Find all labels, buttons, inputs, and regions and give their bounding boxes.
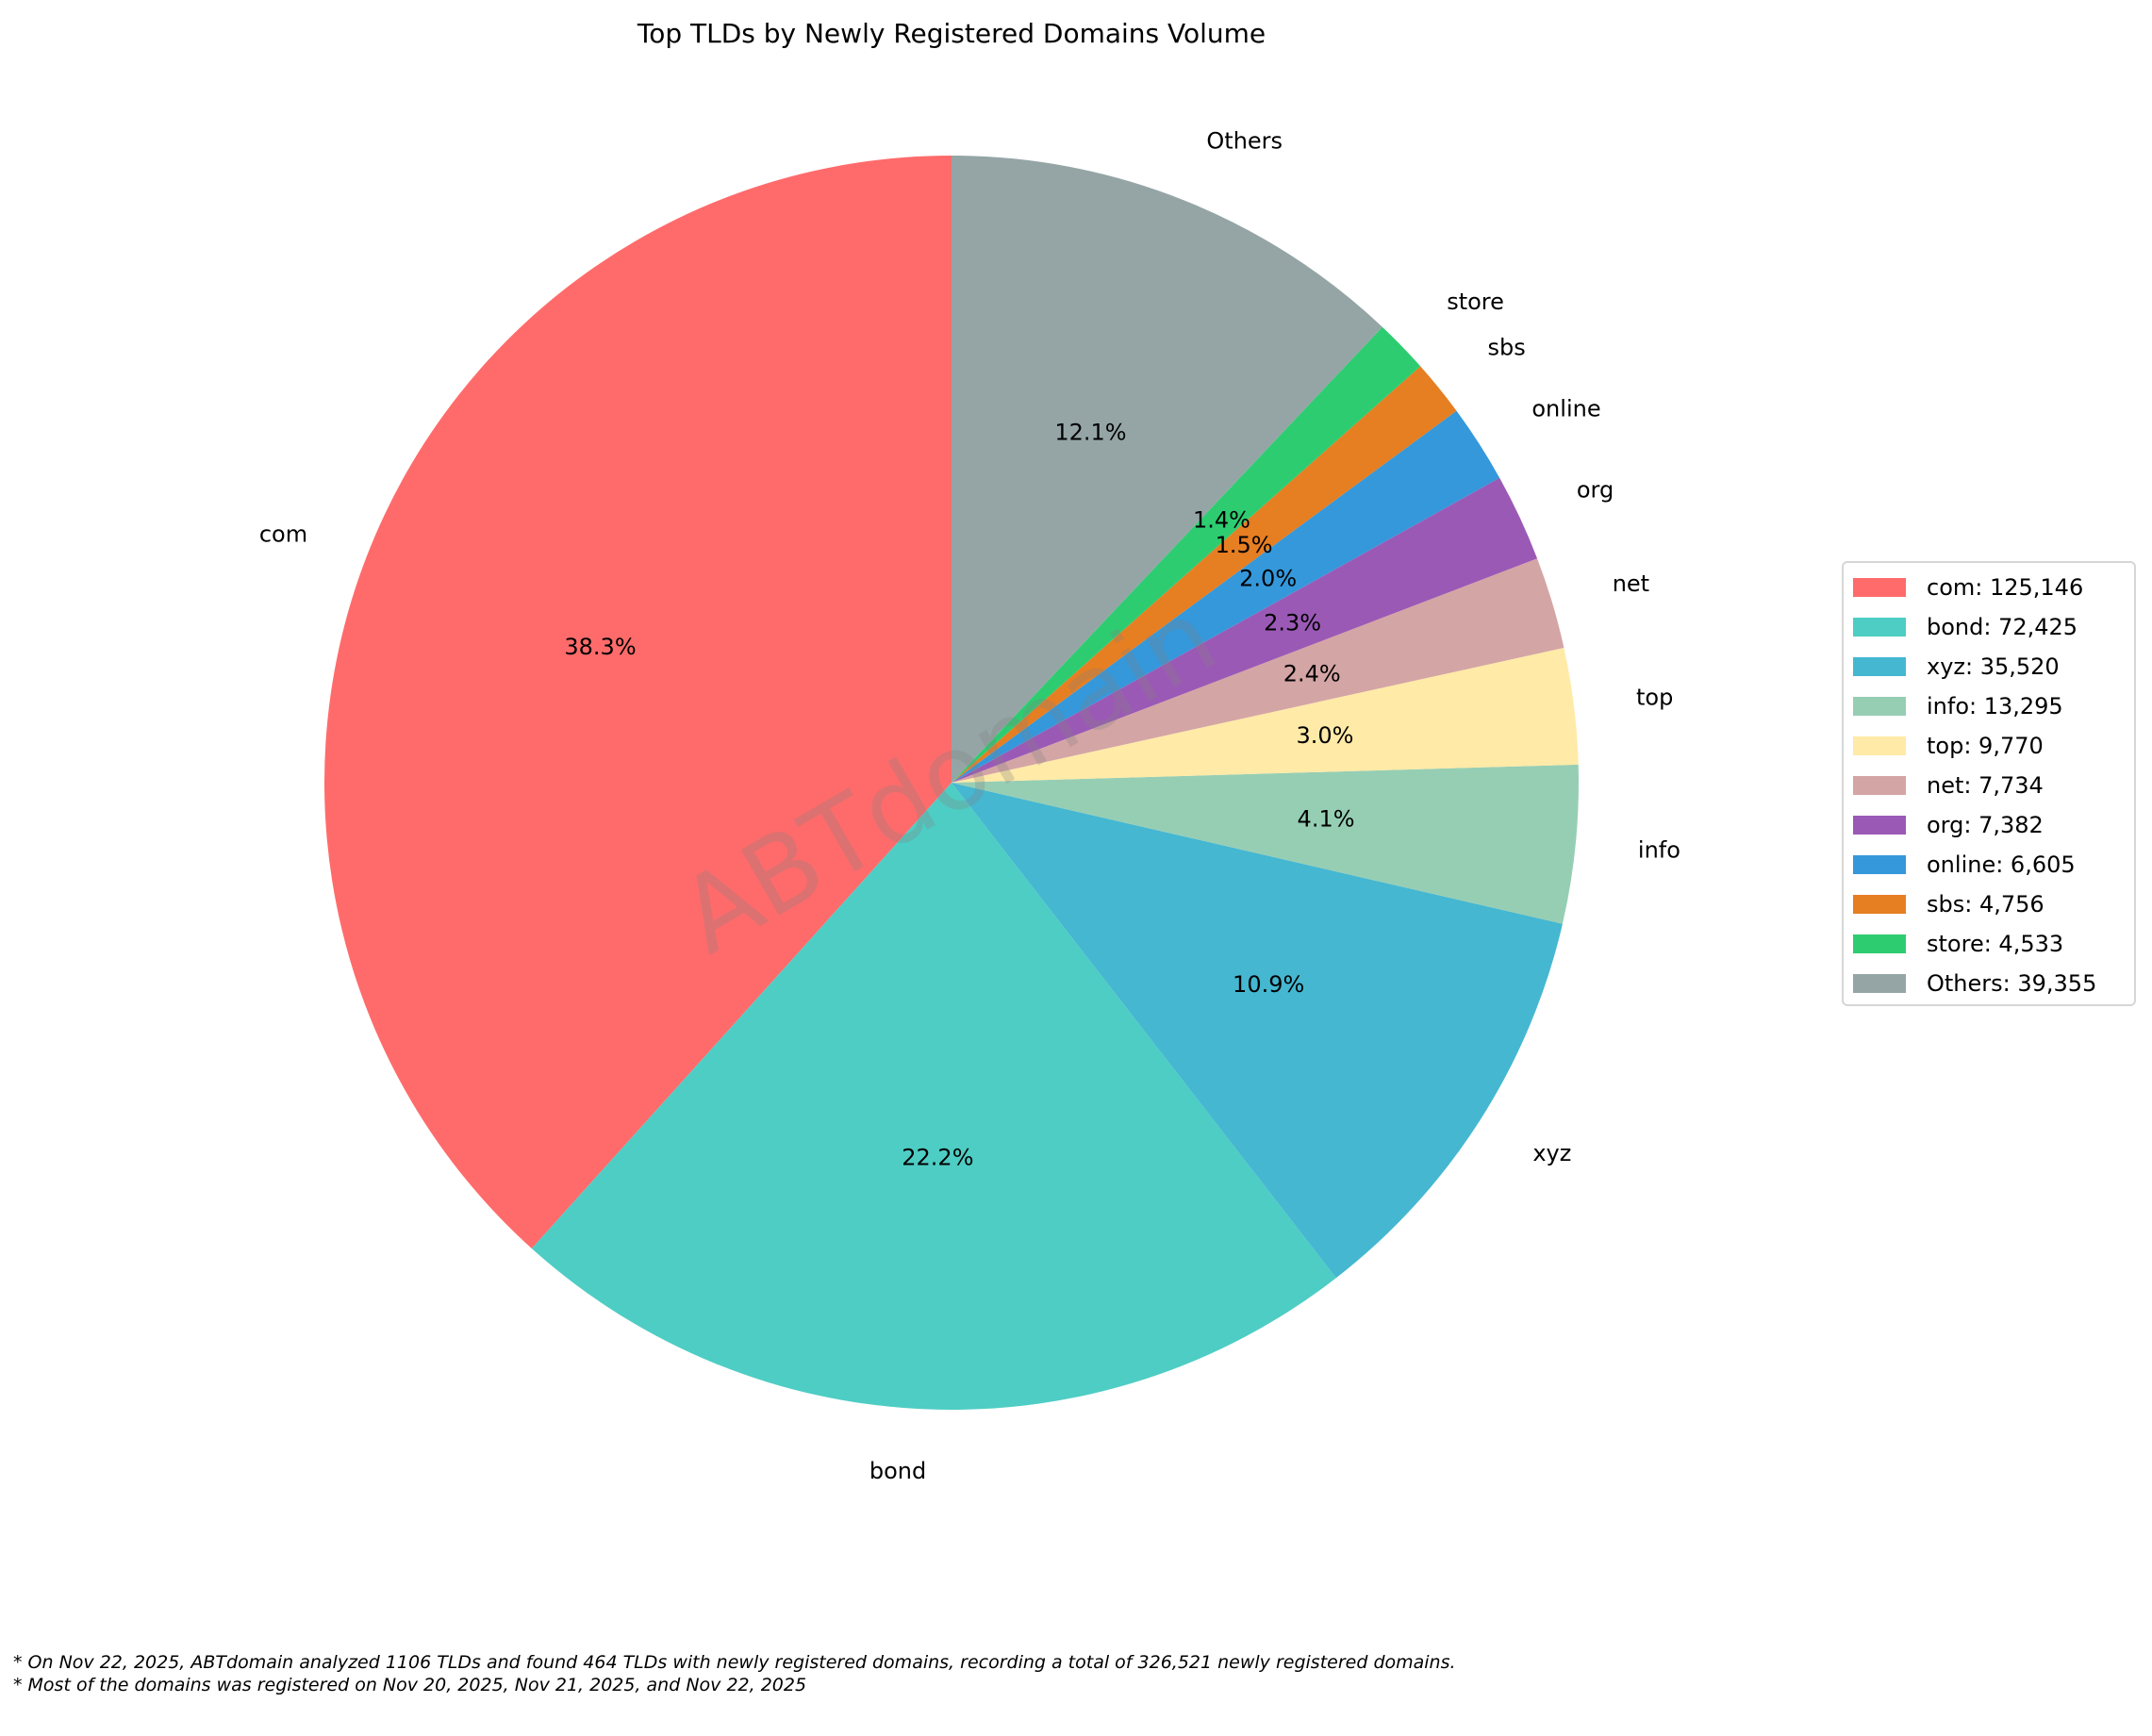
footnote-1: * On Nov 22, 2025, ABTdomain analyzed 11… — [13, 1652, 1456, 1673]
legend-swatch — [1853, 618, 1906, 637]
legend-swatch — [1853, 974, 1906, 993]
legend-swatch — [1853, 816, 1906, 835]
legend-entry: sbs: 4,756 — [1927, 891, 2044, 918]
percent-label: 38.3% — [564, 634, 636, 660]
slice-others — [952, 156, 1382, 783]
slice-net — [952, 558, 1564, 783]
percent-label: 10.9% — [1233, 971, 1304, 998]
slice-online — [952, 410, 1500, 783]
percent-label: 1.5% — [1216, 532, 1273, 558]
slice-sbs — [952, 366, 1457, 783]
slice-label: xyz — [1532, 1140, 1571, 1166]
percent-label: 12.1% — [1054, 419, 1126, 445]
slice-label: online — [1531, 396, 1600, 422]
slice-label: Others — [1206, 127, 1283, 154]
legend-entry: online: 6,605 — [1927, 851, 2076, 878]
percent-label: 4.1% — [1298, 805, 1355, 832]
percent-label: 2.3% — [1264, 609, 1321, 636]
slice-label: sbs — [1488, 335, 1526, 361]
slice-label: store — [1447, 289, 1504, 315]
percent-labels: 38.3%22.2%10.9%4.1%3.0%2.4%2.3%2.0%1.5%1… — [564, 419, 1354, 1170]
legend-entry: store: 4,533 — [1927, 931, 2063, 957]
slice-org — [952, 477, 1538, 783]
legend-swatch — [1853, 578, 1906, 597]
legend-entry: info: 13,295 — [1927, 693, 2063, 719]
footnote-2: * Most of the domains was registered on … — [13, 1675, 807, 1695]
slice-label: net — [1613, 570, 1649, 597]
legend-swatch — [1853, 657, 1906, 676]
slice-xyz — [952, 783, 1563, 1279]
legend-entry: org: 7,382 — [1927, 812, 2044, 838]
slice-label: com — [259, 521, 307, 548]
slice-label: bond — [869, 1458, 926, 1484]
legend-swatch — [1853, 697, 1906, 716]
legend-entry: com: 125,146 — [1927, 574, 2083, 601]
slice-bond — [531, 783, 1336, 1410]
legend-swatch — [1853, 776, 1906, 795]
legend-frame — [1842, 561, 2136, 1006]
legend-entry: bond: 72,425 — [1927, 614, 2078, 640]
legend-entry: xyz: 35,520 — [1927, 653, 2060, 680]
percent-label: 2.4% — [1283, 660, 1341, 686]
legend-entry: net: 7,734 — [1927, 772, 2044, 799]
chart-title: Top TLDs by Newly Registered Domains Vol… — [637, 18, 1266, 49]
pie-slices — [323, 156, 1579, 1410]
legend-entry: top: 9,770 — [1927, 733, 2044, 759]
percent-label: 1.4% — [1193, 506, 1250, 533]
slice-label: top — [1636, 684, 1673, 710]
slice-labels: com bond xyz info top net org online sbs store Oth… — [259, 127, 1680, 1484]
legend-swatch — [1853, 934, 1906, 953]
slice-com — [323, 156, 952, 1249]
slice-top — [952, 647, 1579, 783]
legend: com: 125,146 bond: 72,425 xyz: 35,520 info:… — [1842, 561, 2136, 1006]
slice-store — [952, 326, 1421, 783]
slice-info — [952, 764, 1579, 924]
legend-swatch — [1853, 855, 1906, 874]
percent-label: 3.0% — [1297, 722, 1354, 749]
percent-label: 2.0% — [1239, 565, 1297, 591]
slice-label: org — [1577, 477, 1614, 504]
legend-swatch — [1853, 736, 1906, 755]
legend-swatch — [1853, 895, 1906, 914]
legend-entry: Others: 39,355 — [1927, 970, 2096, 997]
slice-label: info — [1638, 836, 1680, 863]
percent-label: 22.2% — [902, 1145, 973, 1171]
